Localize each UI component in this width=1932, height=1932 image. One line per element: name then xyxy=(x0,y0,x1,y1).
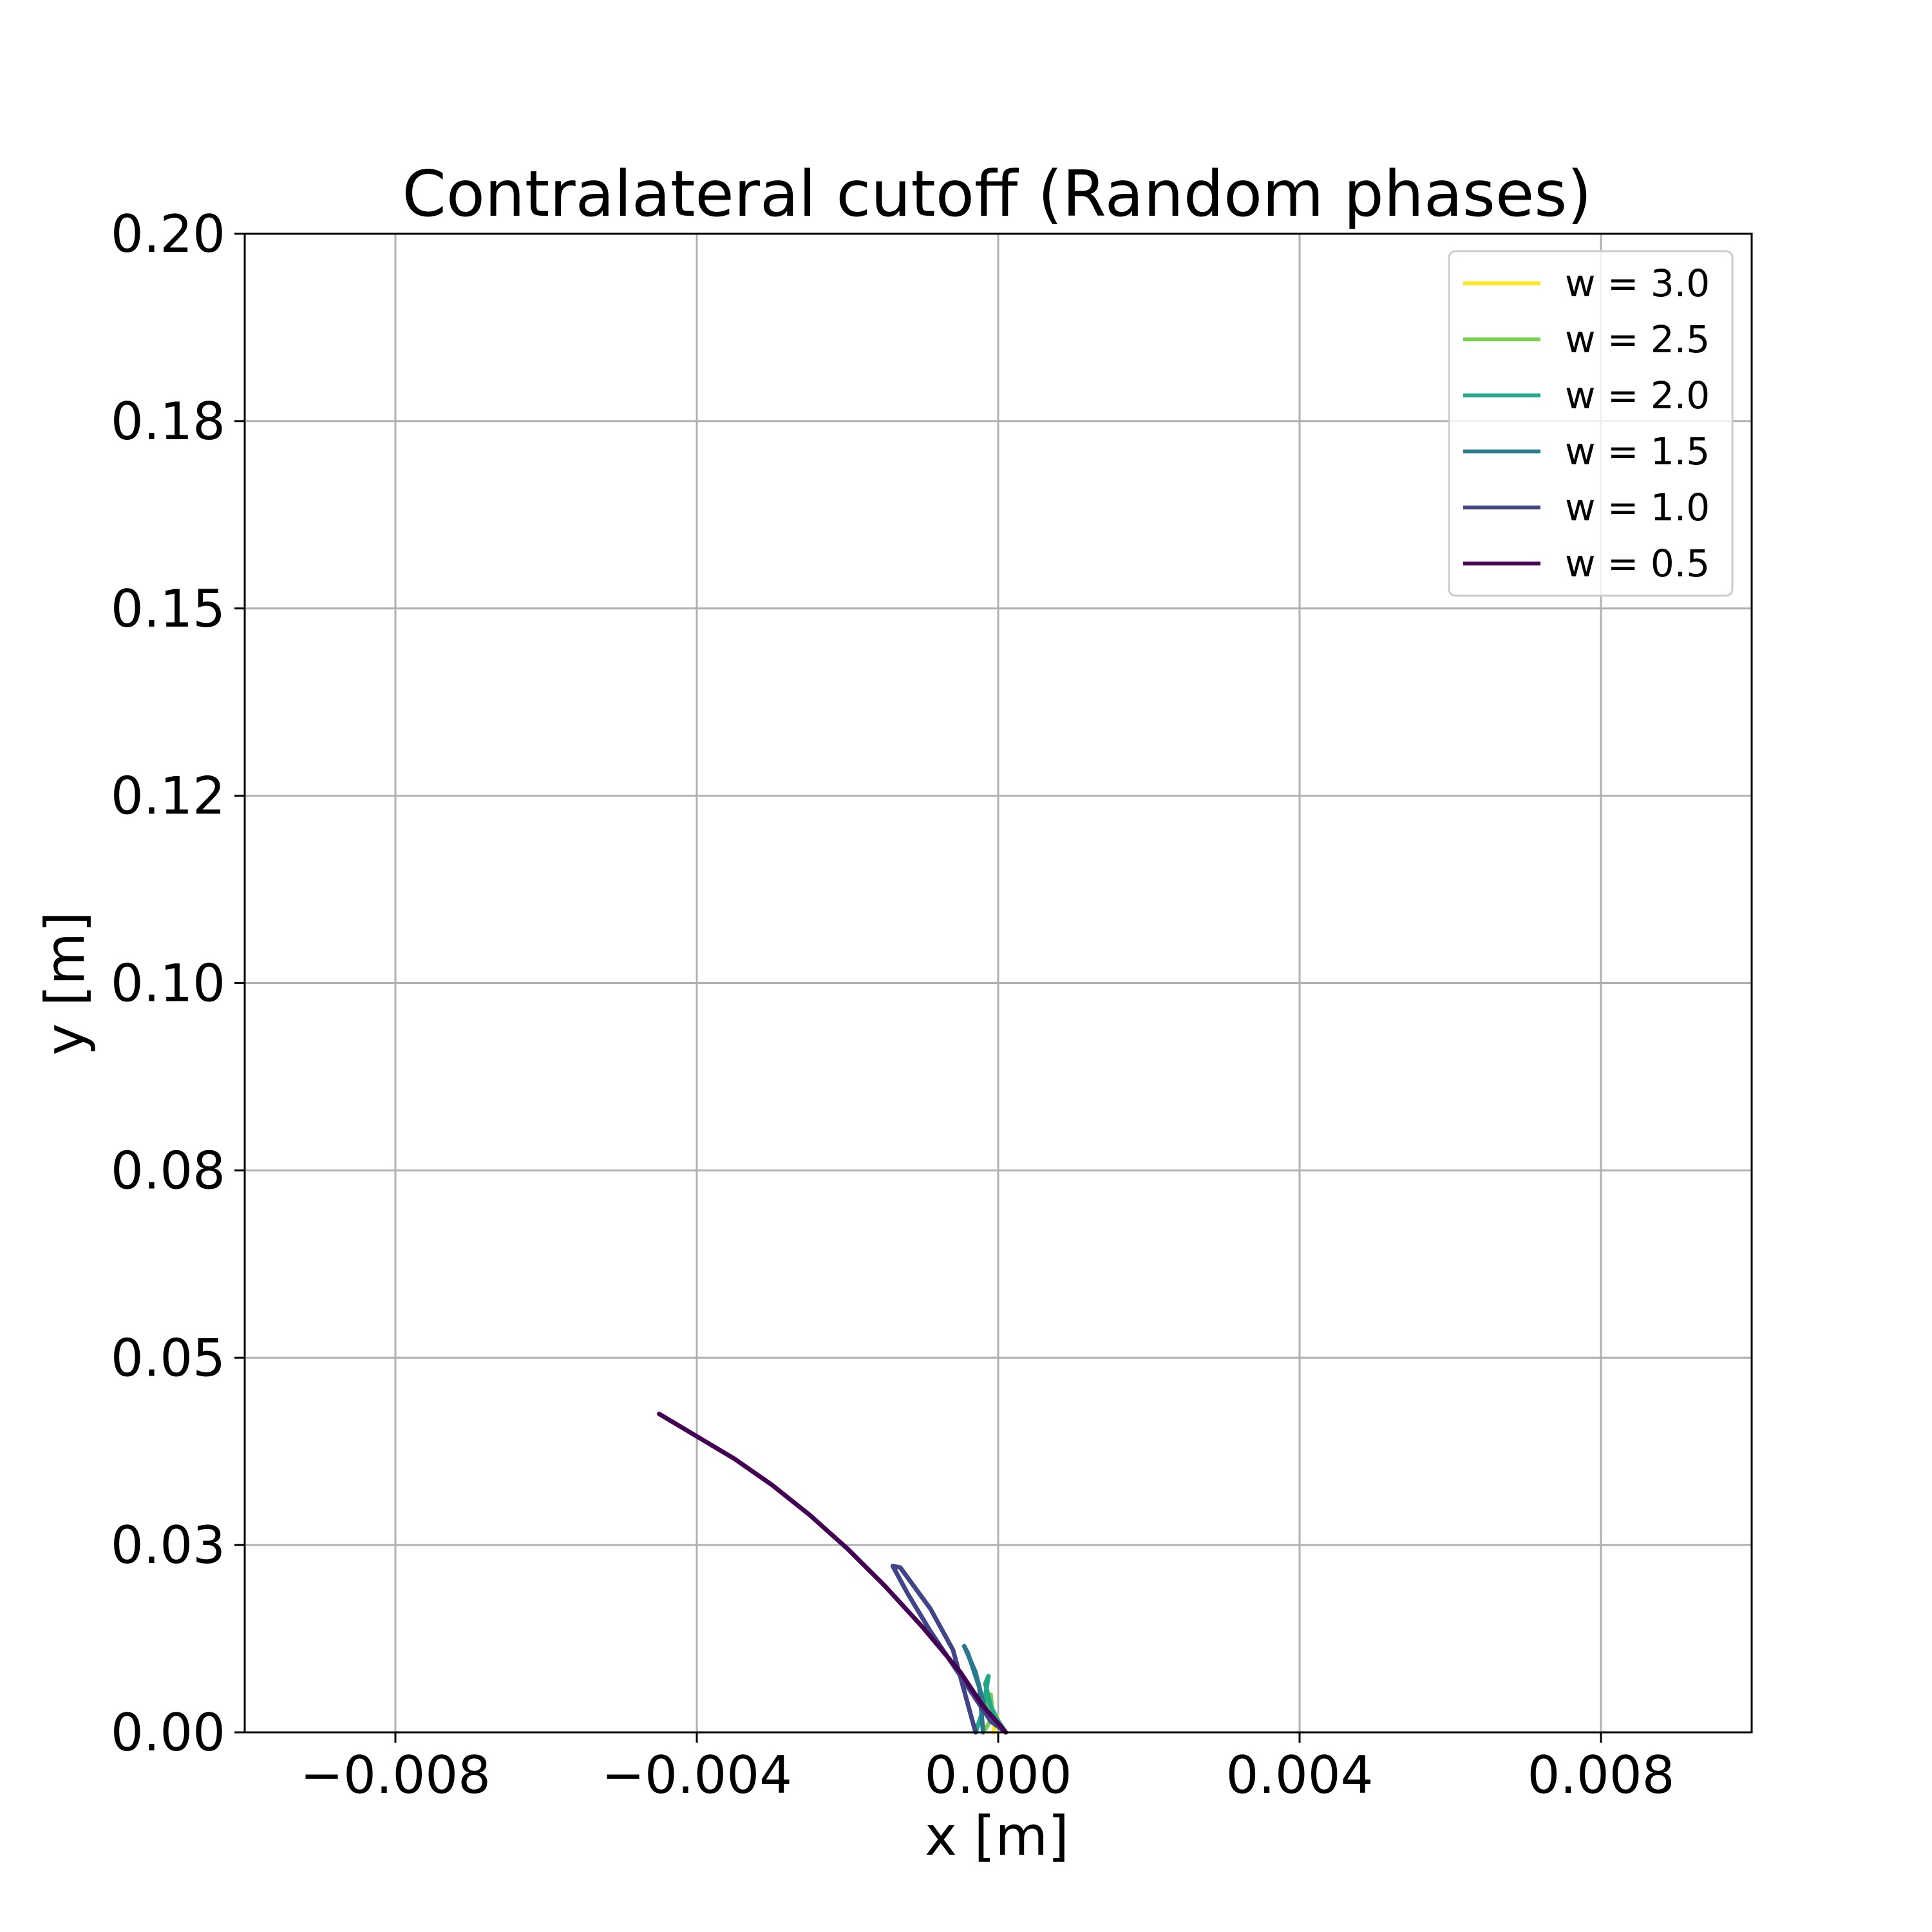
series-line-6 xyxy=(657,1412,1009,1735)
y-tick-label: 0.03 xyxy=(111,1515,225,1575)
chart-title: Contralateral cutoff (Random phases) xyxy=(402,158,1591,231)
x-tick-label: 0.008 xyxy=(1527,1745,1674,1805)
x-tick-label: 0.000 xyxy=(924,1745,1072,1805)
legend-label: w = 0.5 xyxy=(1565,542,1710,585)
y-tick-label: 0.15 xyxy=(111,579,225,639)
x-tick-label: −0.008 xyxy=(300,1745,491,1805)
x-tick-label: 0.004 xyxy=(1226,1745,1373,1805)
y-tick-label: 0.20 xyxy=(111,204,225,264)
y-tick-label: 0.18 xyxy=(111,392,225,451)
y-tick-label: 0.05 xyxy=(111,1328,225,1388)
series-layer xyxy=(657,1412,1009,1735)
legend-label: w = 1.5 xyxy=(1565,430,1710,473)
legend-label: w = 1.0 xyxy=(1565,486,1710,529)
y-axis: 0.00 0.03 0.05 0.08 0.10 0.12 0.15 0.18 0.20 xyxy=(111,204,245,1763)
y-tick-label: 0.10 xyxy=(111,954,225,1014)
x-axis: −0.008 −0.004 0.000 0.004 0.008 xyxy=(300,1732,1675,1805)
y-tick-label: 0.12 xyxy=(111,766,225,826)
legend-label: w = 2.5 xyxy=(1565,317,1710,361)
legend: w = 3.0 w = 2.5 w = 2.0 w = 1.5 w = 1.0 w = 0… xyxy=(1448,250,1734,597)
legend-box xyxy=(1448,250,1734,597)
x-axis-label: x [m] xyxy=(925,1804,1069,1868)
y-axis-label: y [m] xyxy=(33,911,97,1056)
y-tick-label: 0.00 xyxy=(111,1703,225,1763)
y-tick-label: 0.08 xyxy=(111,1141,225,1200)
x-tick-label: −0.004 xyxy=(601,1745,792,1805)
legend-label: w = 3.0 xyxy=(1565,261,1710,305)
legend-label: w = 2.0 xyxy=(1565,374,1710,417)
